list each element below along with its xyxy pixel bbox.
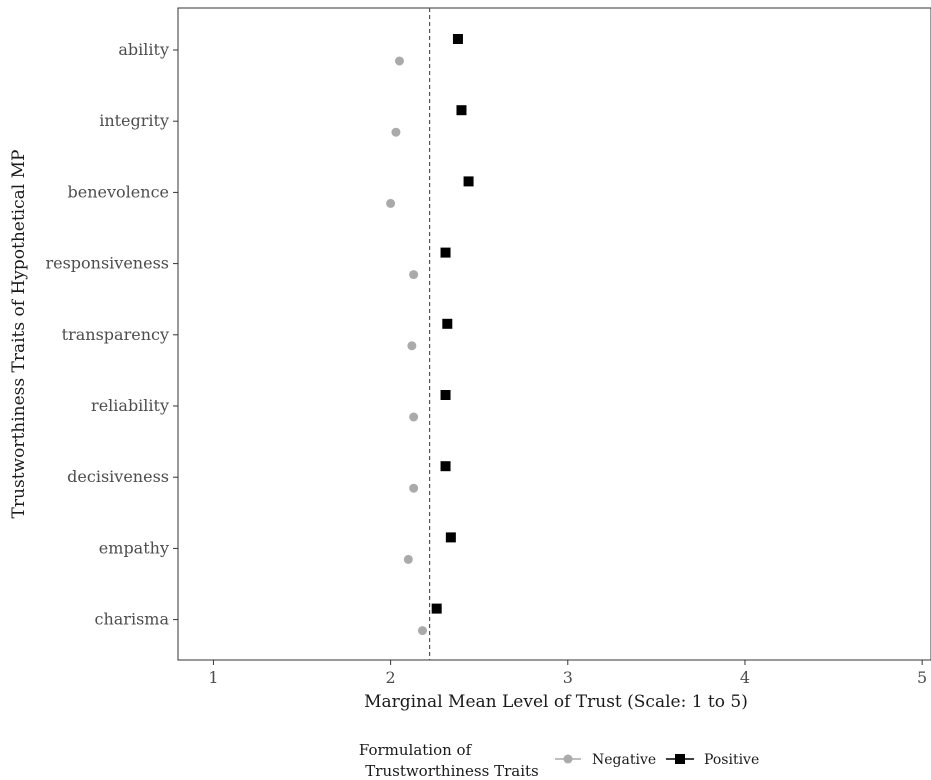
point-negative-decisiveness [409, 483, 419, 493]
legend: Formulation of Trustworthiness Traits Ne… [359, 741, 759, 780]
legend-key-positive-marker [675, 754, 685, 764]
y-tick-label-empathy: empathy [99, 538, 169, 557]
x-tick-label-3: 3 [563, 668, 573, 687]
point-negative-charisma [418, 626, 428, 636]
data-marks [386, 34, 474, 636]
point-positive-benevolence [463, 176, 474, 187]
y-axis-title: Trustworthiness Traits of Hypothetical M… [9, 150, 29, 519]
x-tick-label-1: 1 [208, 668, 218, 687]
point-negative-ability [394, 56, 404, 66]
point-positive-empathy [445, 532, 456, 543]
panel-border [177, 7, 931, 661]
point-negative-integrity [391, 127, 401, 137]
x-axis: 1 2 3 4 5 [208, 660, 927, 687]
point-positive-transparency [442, 318, 453, 329]
y-axis: ability integrity benevolence responsivenes… [45, 40, 178, 629]
point-negative-reliability [409, 412, 419, 422]
y-tick-label-reliability: reliability [91, 396, 169, 415]
x-tick-label-5: 5 [917, 668, 927, 687]
x-tick-label-2: 2 [386, 668, 396, 687]
y-tick-label-decisiveness: decisiveness [67, 467, 169, 486]
legend-label-positive: Positive [704, 752, 759, 768]
point-negative-benevolence [386, 198, 396, 208]
y-tick-label-integrity: integrity [99, 111, 169, 130]
y-tick-label-ability: ability [118, 40, 169, 59]
legend-title-line-1: Formulation of [359, 741, 473, 759]
point-negative-transparency [407, 341, 417, 351]
y-tick-label-benevolence: benevolence [68, 182, 169, 201]
y-tick-label-transparency: transparency [62, 325, 169, 344]
y-tick-label-charisma: charisma [95, 610, 170, 629]
point-negative-empathy [403, 554, 413, 564]
legend-label-negative: Negative [592, 752, 656, 768]
point-positive-ability [452, 34, 463, 44]
legend-title-line-2: Trustworthiness Traits [365, 762, 538, 780]
x-tick-label-4: 4 [740, 668, 750, 687]
legend-key-negative-marker [563, 754, 573, 764]
x-axis-title: Marginal Mean Level of Trust (Scale: 1 t… [364, 692, 748, 712]
point-negative-responsiveness [409, 270, 419, 280]
point-positive-reliability [440, 390, 451, 400]
point-positive-decisiveness [440, 461, 451, 472]
y-tick-label-responsiveness: responsiveness [45, 254, 169, 273]
point-positive-integrity [456, 105, 467, 116]
point-positive-responsiveness [440, 247, 451, 258]
point-positive-charisma [431, 603, 442, 614]
